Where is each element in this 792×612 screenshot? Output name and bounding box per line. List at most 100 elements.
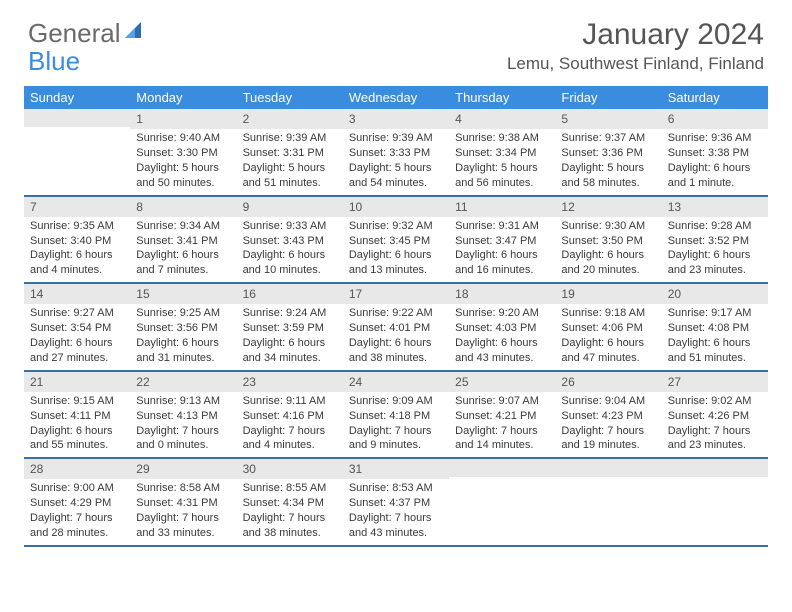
day-number: 4 [449,109,555,129]
weeks-container: 1Sunrise: 9:40 AMSunset: 3:30 PMDaylight… [24,109,768,547]
daylight-text: Daylight: 6 hours and 51 minutes. [668,336,762,366]
sunrise-text: Sunrise: 9:25 AM [136,306,230,321]
sunset-text: Sunset: 3:30 PM [136,146,230,161]
daylight-text: Daylight: 5 hours and 54 minutes. [349,161,443,191]
sunrise-text: Sunrise: 9:32 AM [349,219,443,234]
day-number: 11 [449,197,555,217]
sunrise-text: Sunrise: 9:22 AM [349,306,443,321]
day-number: 25 [449,372,555,392]
day-body: Sunrise: 9:31 AMSunset: 3:47 PMDaylight:… [449,217,555,282]
sunset-text: Sunset: 4:08 PM [668,321,762,336]
day-body: Sunrise: 9:09 AMSunset: 4:18 PMDaylight:… [343,392,449,457]
day-body: Sunrise: 9:35 AMSunset: 3:40 PMDaylight:… [24,217,130,282]
weekday-header: Wednesday [343,86,449,109]
sunset-text: Sunset: 4:37 PM [349,496,443,511]
weekday-header-row: SundayMondayTuesdayWednesdayThursdayFrid… [24,86,768,109]
logo-text-b: Blue [28,46,80,77]
day-body [24,127,130,133]
location: Lemu, Southwest Finland, Finland [507,54,764,74]
daylight-text: Daylight: 6 hours and 4 minutes. [30,248,124,278]
month-title: January 2024 [507,18,764,52]
day-number: 13 [662,197,768,217]
sunset-text: Sunset: 3:31 PM [243,146,337,161]
daylight-text: Daylight: 6 hours and 47 minutes. [561,336,655,366]
day-number: 29 [130,459,236,479]
weekday-header: Monday [130,86,236,109]
daylight-text: Daylight: 6 hours and 31 minutes. [136,336,230,366]
day-body: Sunrise: 9:39 AMSunset: 3:31 PMDaylight:… [237,129,343,194]
day-cell: 16Sunrise: 9:24 AMSunset: 3:59 PMDayligh… [237,284,343,370]
logo: General [28,18,145,49]
day-number: 16 [237,284,343,304]
daylight-text: Daylight: 6 hours and 34 minutes. [243,336,337,366]
sunset-text: Sunset: 4:18 PM [349,409,443,424]
day-body: Sunrise: 9:20 AMSunset: 4:03 PMDaylight:… [449,304,555,369]
daylight-text: Daylight: 5 hours and 51 minutes. [243,161,337,191]
day-body: Sunrise: 9:33 AMSunset: 3:43 PMDaylight:… [237,217,343,282]
day-number: 18 [449,284,555,304]
day-cell: 11Sunrise: 9:31 AMSunset: 3:47 PMDayligh… [449,197,555,283]
daylight-text: Daylight: 6 hours and 43 minutes. [455,336,549,366]
day-number [24,109,130,127]
day-number: 17 [343,284,449,304]
day-body: Sunrise: 9:27 AMSunset: 3:54 PMDaylight:… [24,304,130,369]
day-number: 6 [662,109,768,129]
sunrise-text: Sunrise: 9:02 AM [668,394,762,409]
day-number: 5 [555,109,661,129]
day-cell: 28Sunrise: 9:00 AMSunset: 4:29 PMDayligh… [24,459,130,545]
day-body: Sunrise: 9:11 AMSunset: 4:16 PMDaylight:… [237,392,343,457]
calendar: SundayMondayTuesdayWednesdayThursdayFrid… [24,86,768,547]
sunrise-text: Sunrise: 9:30 AM [561,219,655,234]
day-number: 21 [24,372,130,392]
day-cell [449,459,555,545]
weekday-header: Sunday [24,86,130,109]
day-number: 14 [24,284,130,304]
sunset-text: Sunset: 3:47 PM [455,234,549,249]
day-body: Sunrise: 9:28 AMSunset: 3:52 PMDaylight:… [662,217,768,282]
sunset-text: Sunset: 4:21 PM [455,409,549,424]
daylight-text: Daylight: 6 hours and 55 minutes. [30,424,124,454]
day-number: 24 [343,372,449,392]
sunset-text: Sunset: 4:31 PM [136,496,230,511]
day-number [662,459,768,477]
day-cell: 25Sunrise: 9:07 AMSunset: 4:21 PMDayligh… [449,372,555,458]
sunrise-text: Sunrise: 9:18 AM [561,306,655,321]
daylight-text: Daylight: 6 hours and 13 minutes. [349,248,443,278]
day-cell: 13Sunrise: 9:28 AMSunset: 3:52 PMDayligh… [662,197,768,283]
sunrise-text: Sunrise: 9:20 AM [455,306,549,321]
day-cell: 31Sunrise: 8:53 AMSunset: 4:37 PMDayligh… [343,459,449,545]
daylight-text: Daylight: 7 hours and 0 minutes. [136,424,230,454]
sunrise-text: Sunrise: 9:36 AM [668,131,762,146]
daylight-text: Daylight: 7 hours and 33 minutes. [136,511,230,541]
day-body: Sunrise: 9:02 AMSunset: 4:26 PMDaylight:… [662,392,768,457]
sunrise-text: Sunrise: 9:00 AM [30,481,124,496]
day-cell: 22Sunrise: 9:13 AMSunset: 4:13 PMDayligh… [130,372,236,458]
day-cell: 3Sunrise: 9:39 AMSunset: 3:33 PMDaylight… [343,109,449,195]
sunset-text: Sunset: 4:26 PM [668,409,762,424]
logo-text-a: General [28,18,121,49]
day-body [555,477,661,483]
sunset-text: Sunset: 3:54 PM [30,321,124,336]
sunset-text: Sunset: 4:34 PM [243,496,337,511]
sunrise-text: Sunrise: 9:27 AM [30,306,124,321]
sunrise-text: Sunrise: 9:39 AM [243,131,337,146]
day-cell: 18Sunrise: 9:20 AMSunset: 4:03 PMDayligh… [449,284,555,370]
week-row: 7Sunrise: 9:35 AMSunset: 3:40 PMDaylight… [24,197,768,285]
sunrise-text: Sunrise: 9:09 AM [349,394,443,409]
day-number [449,459,555,477]
daylight-text: Daylight: 7 hours and 9 minutes. [349,424,443,454]
day-cell: 26Sunrise: 9:04 AMSunset: 4:23 PMDayligh… [555,372,661,458]
day-body: Sunrise: 9:22 AMSunset: 4:01 PMDaylight:… [343,304,449,369]
sunrise-text: Sunrise: 9:37 AM [561,131,655,146]
day-cell: 21Sunrise: 9:15 AMSunset: 4:11 PMDayligh… [24,372,130,458]
sunset-text: Sunset: 4:29 PM [30,496,124,511]
daylight-text: Daylight: 5 hours and 58 minutes. [561,161,655,191]
day-cell: 20Sunrise: 9:17 AMSunset: 4:08 PMDayligh… [662,284,768,370]
sunrise-text: Sunrise: 8:58 AM [136,481,230,496]
day-number: 2 [237,109,343,129]
week-row: 14Sunrise: 9:27 AMSunset: 3:54 PMDayligh… [24,284,768,372]
sunrise-text: Sunrise: 9:35 AM [30,219,124,234]
daylight-text: Daylight: 5 hours and 50 minutes. [136,161,230,191]
sunset-text: Sunset: 3:50 PM [561,234,655,249]
sunrise-text: Sunrise: 9:39 AM [349,131,443,146]
